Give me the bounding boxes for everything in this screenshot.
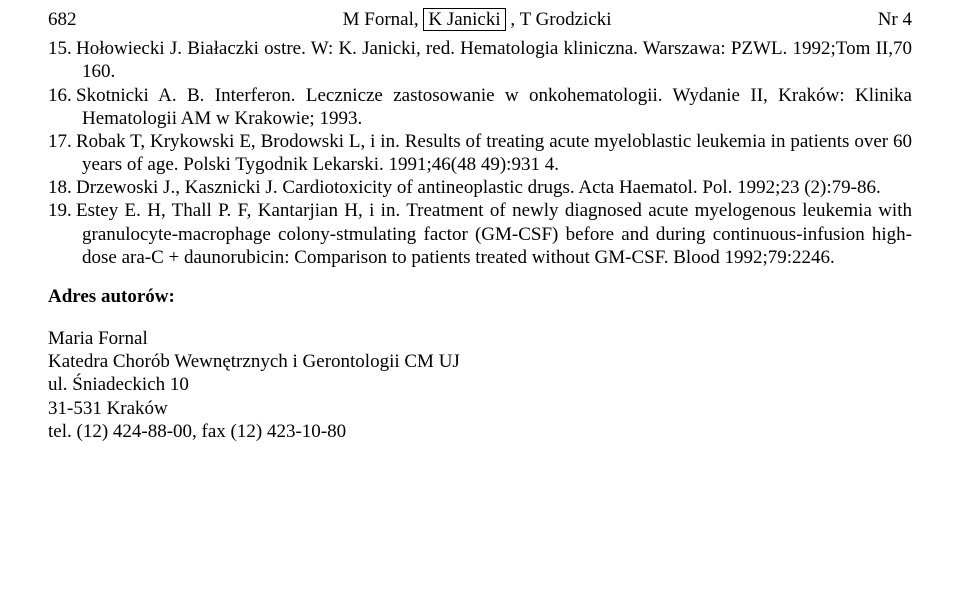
issue-number-right: Nr 4	[878, 8, 912, 31]
ref-num: 15.	[48, 37, 76, 60]
ref-text: Skotnicki A. B. Interferon. Lecznicze za…	[76, 85, 912, 129]
reference-list: 15.Hołowiecki J. Białaczki ostre. W: K. …	[48, 37, 912, 269]
address-line: tel. (12) 424-88-00, fax (12) 423-10-80	[48, 420, 912, 443]
running-header: 682 M Fornal, K Janicki , T Grodzicki Nr…	[48, 8, 912, 31]
ref-text: Robak T, Krykowski E, Brodowski L, i in.…	[76, 131, 912, 175]
page-number-left: 682	[48, 8, 77, 31]
ref-num: 19.	[48, 199, 76, 222]
address-block: Maria Fornal Katedra Chorób Wewnętrznych…	[48, 327, 912, 443]
address-line: Katedra Chorób Wewnętrznych i Gerontolog…	[48, 350, 912, 373]
reference-item: 18.Drzewoski J., Kasznicki J. Cardiotoxi…	[48, 176, 912, 199]
address-label: Adres autorów:	[48, 285, 912, 308]
ref-text: Estey E. H, Thall P. F, Kantarjian H, i …	[76, 200, 912, 267]
ref-text: Drzewoski J., Kasznicki J. Cardiotoxicit…	[76, 177, 881, 198]
ref-text: Hołowiecki J. Białaczki ostre. W: K. Jan…	[76, 38, 912, 82]
reference-item: 16.Skotnicki A. B. Interferon. Lecznicze…	[48, 84, 912, 130]
address-line: 31-531 Kraków	[48, 397, 912, 420]
page-content: 682 M Fornal, K Janicki , T Grodzicki Nr…	[0, 0, 960, 443]
address-line: Maria Fornal	[48, 327, 912, 350]
reference-item: 15.Hołowiecki J. Białaczki ostre. W: K. …	[48, 37, 912, 83]
reference-item: 19.Estey E. H, Thall P. F, Kantarjian H,…	[48, 199, 912, 269]
reference-item: 17.Robak T, Krykowski E, Brodowski L, i …	[48, 130, 912, 176]
address-line: ul. Śniadeckich 10	[48, 373, 912, 396]
header-authors: M Fornal, K Janicki , T Grodzicki	[77, 8, 878, 31]
ref-num: 18.	[48, 176, 76, 199]
ref-num: 16.	[48, 84, 76, 107]
ref-num: 17.	[48, 130, 76, 153]
